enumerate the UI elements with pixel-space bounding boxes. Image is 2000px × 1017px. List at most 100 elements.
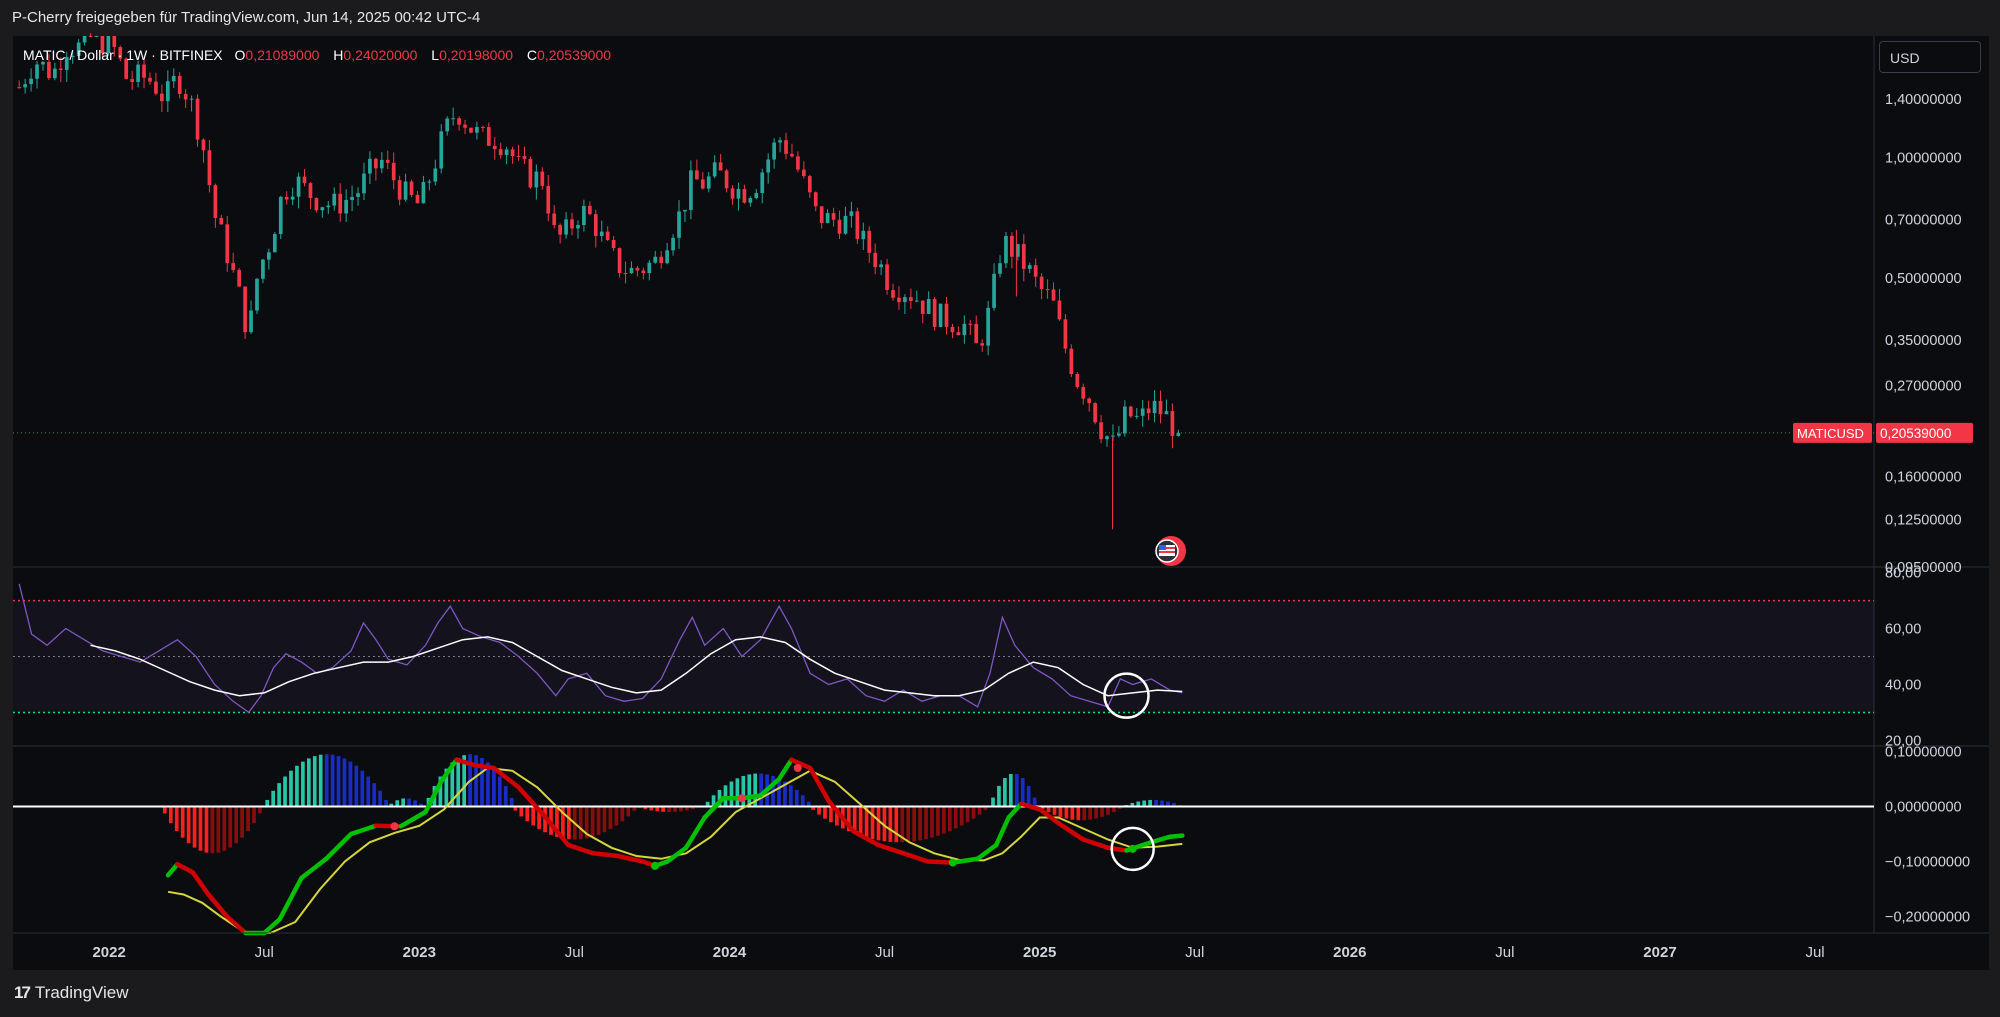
macd-line-segment bbox=[454, 757, 478, 768]
candle-body bbox=[112, 36, 117, 48]
candle-body bbox=[956, 332, 961, 336]
macd-histogram-bar bbox=[912, 806, 916, 842]
rsi-axis-tick: 20,00 bbox=[1885, 733, 1921, 749]
macd-histogram-bar bbox=[354, 765, 359, 807]
macd-line-segment bbox=[348, 823, 379, 837]
macd-histogram-bar bbox=[180, 806, 185, 838]
macd-line-segment bbox=[993, 815, 1011, 848]
macd-histogram-bar bbox=[924, 806, 928, 840]
candle-body bbox=[1134, 415, 1139, 417]
candle-body bbox=[653, 256, 658, 263]
macd-line-segment bbox=[165, 862, 180, 878]
candle-body bbox=[1123, 406, 1127, 434]
macd-line-segment bbox=[472, 763, 497, 771]
candle-body bbox=[255, 278, 259, 311]
candle-body bbox=[82, 36, 87, 43]
macd-histogram-bar bbox=[691, 806, 695, 810]
chart-frame[interactable] bbox=[13, 36, 1989, 970]
candle-body bbox=[492, 145, 497, 150]
candle-body bbox=[106, 36, 111, 54]
macd-histogram-bar bbox=[456, 757, 461, 807]
candle-body bbox=[457, 118, 461, 125]
macd-histogram-bar bbox=[222, 806, 227, 851]
candle-body bbox=[974, 323, 979, 344]
legend-low: 0,20198000 bbox=[439, 47, 514, 63]
macd-histogram-bar bbox=[971, 806, 976, 819]
price-tag-label-bg bbox=[1793, 422, 1872, 443]
macd-histogram-bar bbox=[835, 806, 839, 826]
macd-histogram-bar bbox=[283, 776, 287, 807]
candle-body bbox=[183, 93, 188, 100]
candle-body bbox=[267, 252, 271, 260]
macd-histogram-bar bbox=[419, 803, 423, 807]
candle-body bbox=[1140, 408, 1145, 416]
currency-button[interactable]: USD bbox=[1879, 41, 1981, 73]
macd-axis-tick: 0,00000000 bbox=[1885, 800, 1962, 816]
macd-histogram-bar bbox=[277, 783, 281, 807]
candle-body bbox=[629, 267, 634, 274]
candle-body bbox=[998, 263, 1002, 274]
candle-body bbox=[249, 310, 253, 333]
candle-body bbox=[1093, 403, 1097, 423]
legend-close: 0,20539000 bbox=[537, 47, 612, 63]
macd-line-segment bbox=[1167, 833, 1185, 839]
macd-histogram-bar bbox=[1040, 806, 1045, 809]
macd-line-segment bbox=[615, 853, 645, 864]
macd-histogram-bar bbox=[438, 776, 443, 807]
macd-histogram-bar bbox=[401, 798, 406, 807]
macd-axis-tick: −0,20000000 bbox=[1885, 910, 1970, 926]
candle-body bbox=[124, 58, 129, 79]
candle-body bbox=[772, 142, 776, 160]
macd-line-segment bbox=[876, 842, 906, 856]
candle-body bbox=[700, 179, 705, 189]
macd-histogram-bar bbox=[717, 789, 722, 807]
macd-histogram-bar bbox=[711, 795, 716, 807]
macd-histogram-bar bbox=[324, 754, 329, 807]
candle-body bbox=[308, 183, 313, 199]
macd-histogram-bar bbox=[555, 806, 559, 837]
macd-histogram-bar bbox=[876, 806, 881, 841]
candle-body bbox=[314, 198, 319, 211]
candle-body bbox=[100, 36, 105, 54]
candle-body bbox=[23, 84, 27, 88]
macd-histogram-bar bbox=[163, 806, 167, 814]
macd-line-segment bbox=[175, 862, 196, 875]
macd-line-segment bbox=[789, 757, 813, 771]
tradingview-logo[interactable]: 17 TradingView bbox=[14, 983, 128, 1003]
macd-line-segment bbox=[438, 757, 459, 784]
candle-body bbox=[807, 176, 812, 193]
candle-body bbox=[231, 263, 236, 270]
candle-body bbox=[849, 211, 854, 216]
macd-histogram-bar bbox=[1052, 806, 1057, 815]
candle-body bbox=[88, 36, 93, 37]
candle-body bbox=[64, 57, 69, 70]
candle-body bbox=[540, 171, 545, 186]
macd-axis-tick: 0,10000000 bbox=[1885, 745, 1962, 761]
candle-body bbox=[790, 153, 794, 157]
candle-body bbox=[385, 159, 390, 163]
macd-histogram-bar bbox=[295, 765, 299, 807]
macd-histogram-bar bbox=[503, 786, 508, 807]
macd-line-segment bbox=[665, 845, 689, 864]
macd-histogram-bar bbox=[1088, 806, 1093, 820]
candle-body bbox=[272, 234, 277, 253]
price-pane bbox=[13, 33, 1874, 530]
bottom-bar bbox=[0, 970, 2000, 1017]
macd-histogram-bar bbox=[509, 797, 514, 807]
candle-body bbox=[706, 176, 711, 189]
time-axis-tick: Jul bbox=[1495, 944, 1514, 961]
candle-body bbox=[148, 77, 152, 82]
macd-histogram-bar bbox=[1172, 802, 1176, 807]
macd-histogram-bar bbox=[1130, 802, 1135, 807]
us-flag-event-icon[interactable] bbox=[1155, 536, 1186, 566]
candle-body bbox=[130, 78, 134, 82]
candle-body bbox=[1099, 422, 1103, 440]
candle-body bbox=[510, 149, 515, 157]
macd-line-segment bbox=[1037, 807, 1061, 826]
macd-line-segment bbox=[516, 785, 546, 817]
time-axis-tick: 2025 bbox=[1023, 944, 1056, 961]
legend-low-label: L bbox=[431, 47, 440, 63]
candle-body bbox=[1128, 406, 1133, 417]
candle-body bbox=[861, 230, 866, 240]
